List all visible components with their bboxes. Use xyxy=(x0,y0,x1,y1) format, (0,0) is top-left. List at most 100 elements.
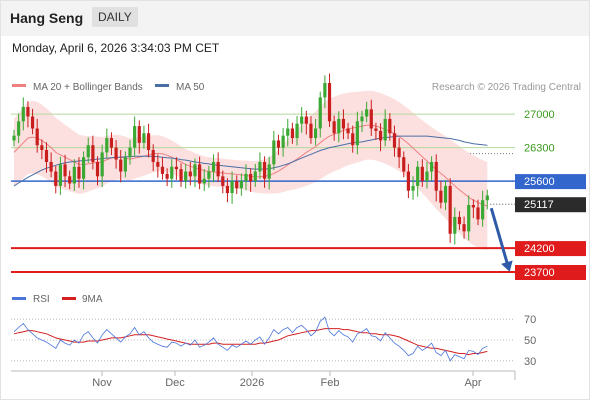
rsi-legend-swatch xyxy=(12,297,26,300)
candle-body xyxy=(21,106,25,122)
candles-layer xyxy=(12,73,489,245)
candle-body xyxy=(63,164,67,177)
rsi-line xyxy=(13,316,488,362)
candle-body xyxy=(202,178,206,184)
candle-body xyxy=(142,133,146,143)
candle-body xyxy=(12,135,16,141)
candle-body xyxy=(365,109,369,117)
candle-body xyxy=(100,152,104,177)
last-price-label: 25117 xyxy=(524,199,554,211)
candle-body xyxy=(355,121,359,146)
forecast-arrow-shaft xyxy=(489,207,510,267)
candle-body xyxy=(272,140,276,165)
candle-body xyxy=(443,185,448,203)
level-label-27000: 27000 xyxy=(524,109,555,121)
x-label-Apr: Apr xyxy=(464,377,481,389)
candle-body xyxy=(244,173,248,182)
annotations-layer: 25117 xyxy=(470,153,586,272)
x-axis: Nov Dec 2026 Feb Apr xyxy=(11,370,516,389)
rsi-tick-50: 50 xyxy=(524,335,536,347)
candle-body xyxy=(198,164,202,184)
interval-badge[interactable]: DAILY xyxy=(92,7,138,27)
candle-body xyxy=(114,147,118,160)
candle-body xyxy=(40,145,44,151)
candle-body xyxy=(184,171,188,182)
level-label-23700: 23700 xyxy=(524,267,555,279)
ma50-legend-swatch xyxy=(155,84,169,87)
candle-body xyxy=(77,166,81,179)
candle-body xyxy=(207,171,211,179)
candle-body xyxy=(388,118,392,134)
candle-body xyxy=(351,133,355,146)
candle-body xyxy=(453,216,457,234)
candle-body xyxy=(485,195,489,201)
candle-body xyxy=(420,166,424,182)
candle-body xyxy=(397,147,401,158)
candle-body xyxy=(35,128,39,146)
level-tag-25600 xyxy=(515,174,586,190)
candle-body xyxy=(430,161,434,172)
levels-layer: 27000 26300 25600 24200 23700 xyxy=(11,109,586,280)
candle-body xyxy=(17,121,21,136)
candle-body xyxy=(281,135,285,148)
rsi-ma-legend-swatch xyxy=(62,297,76,300)
candle-body xyxy=(439,190,443,203)
copyright: Research © 2026 Trading Central xyxy=(432,82,581,93)
candle-body xyxy=(411,185,415,191)
candle-body xyxy=(476,207,480,220)
candle-body xyxy=(174,166,178,170)
candle-body xyxy=(253,171,257,182)
candle-body xyxy=(86,145,90,158)
x-label-Dec: Dec xyxy=(165,377,185,389)
candle-body xyxy=(193,164,197,177)
candle-body xyxy=(374,128,378,131)
timestamp: Monday, April 6, 2026 3:34:03 PM CET xyxy=(12,41,220,55)
candle-body xyxy=(235,181,239,189)
level-tag-23700 xyxy=(515,265,586,280)
candle-body xyxy=(267,164,271,179)
candle-body xyxy=(123,157,127,172)
candle-body xyxy=(327,83,332,122)
candle-body xyxy=(369,109,373,129)
candle-body xyxy=(481,200,485,220)
candle-body xyxy=(179,169,183,182)
candle-body xyxy=(406,171,410,191)
ma20-legend-swatch xyxy=(12,84,26,87)
candle-body xyxy=(300,116,304,124)
candle-body xyxy=(258,161,262,172)
candle-body xyxy=(457,216,462,225)
candle-body xyxy=(471,205,475,208)
candle-body xyxy=(165,173,169,179)
candle-body xyxy=(360,116,364,122)
candle-body xyxy=(286,128,290,136)
rsi-legend-label: RSI xyxy=(33,294,50,305)
candle-body xyxy=(318,97,322,129)
candle-body xyxy=(58,164,62,186)
candle-body xyxy=(425,171,429,182)
level-label-25600: 25600 xyxy=(524,176,555,188)
rsi-ma-line xyxy=(13,328,488,356)
candle-body xyxy=(249,173,253,182)
candle-body xyxy=(119,159,123,172)
candle-body xyxy=(109,138,114,148)
x-label-2026: 2026 xyxy=(240,377,264,389)
candle-body xyxy=(332,121,336,134)
candle-body xyxy=(133,126,137,148)
instrument-title: Hang Seng xyxy=(10,10,84,26)
level-label-24200: 24200 xyxy=(524,243,555,255)
candle-body xyxy=(216,161,220,177)
forecast-arrow-head xyxy=(501,260,513,272)
candle-body xyxy=(392,133,397,148)
candle-body xyxy=(68,176,72,184)
candle-body xyxy=(341,118,346,129)
candle-body xyxy=(295,123,299,139)
candle-body xyxy=(105,138,109,153)
ma20-legend-label: MA 20 + Bollinger Bands xyxy=(33,82,143,93)
candle-body xyxy=(188,171,192,177)
candle-body xyxy=(44,150,49,162)
candle-body xyxy=(402,157,406,172)
candle-body xyxy=(230,181,234,194)
candle-body xyxy=(262,161,267,179)
rsi-tick-30: 30 xyxy=(524,356,536,368)
